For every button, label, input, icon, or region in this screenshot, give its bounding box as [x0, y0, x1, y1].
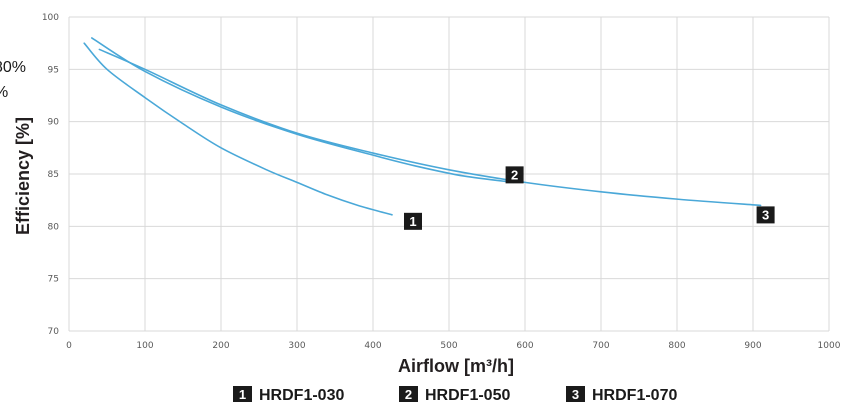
x-tick-label: 200 — [212, 341, 229, 351]
y-tick-label: 70 — [48, 327, 60, 337]
x-axis-ticks: 0 100 200 300 400 500 600 700 800 900 1000 — [66, 341, 841, 351]
x-tick-label: 800 — [668, 341, 685, 351]
legend-marker-box-1 — [233, 386, 252, 402]
left-fragment-2: % — [0, 84, 8, 101]
legend-label-2: HRDF1-050 — [425, 387, 510, 403]
y-tick-label: 95 — [48, 65, 59, 75]
series-lines — [83, 37, 762, 216]
y-tick-label: 100 — [42, 13, 59, 23]
series-marker-label-1: 1 — [409, 214, 416, 229]
x-tick-label: 900 — [744, 341, 761, 351]
legend-marker-box-2 — [399, 386, 418, 402]
series-marker-label-2: 2 — [511, 167, 518, 182]
legend: 1 HRDF1-030 2 HRDF1-050 3 HRDF1-070 — [233, 386, 677, 403]
series-marker-label-3: 3 — [762, 207, 769, 222]
y-tick-label: 75 — [48, 275, 59, 285]
y-tick-label: 80 — [48, 222, 60, 232]
y-tick-label: 85 — [48, 170, 59, 180]
legend-marker-box-3 — [566, 386, 585, 402]
series-line-3 — [98, 48, 762, 207]
series-line-2 — [91, 37, 515, 184]
legend-marker-label-3: 3 — [572, 387, 579, 402]
series-marker-box-1 — [404, 212, 422, 230]
y-axis-ticks: 70 75 80 85 90 95 100 — [42, 13, 59, 337]
y-axis-title: Efficiency [%] — [13, 117, 33, 235]
x-tick-label: 1000 — [818, 341, 841, 351]
x-tick-label: 700 — [592, 341, 609, 351]
series-marker-box-3 — [756, 206, 775, 224]
left-fragment-1: 80% — [0, 59, 26, 76]
y-tick-label: 90 — [48, 118, 60, 128]
x-tick-label: 0 — [66, 341, 72, 351]
x-axis-title: Airflow [m³/h] — [398, 356, 514, 376]
series-marker-box-2 — [505, 166, 524, 184]
legend-marker-label-1: 1 — [239, 387, 246, 402]
legend-label-3: HRDF1-070 — [592, 387, 677, 403]
x-tick-label: 400 — [364, 341, 381, 351]
series-end-markers: 1 2 3 — [404, 166, 775, 230]
legend-label-1: HRDF1-030 — [259, 387, 344, 403]
x-tick-label: 500 — [440, 341, 457, 351]
x-tick-label: 600 — [516, 341, 533, 351]
x-tick-label: 100 — [136, 341, 153, 351]
x-tick-label: 300 — [288, 341, 305, 351]
legend-marker-label-2: 2 — [405, 387, 412, 402]
series-line-1 — [83, 42, 393, 216]
